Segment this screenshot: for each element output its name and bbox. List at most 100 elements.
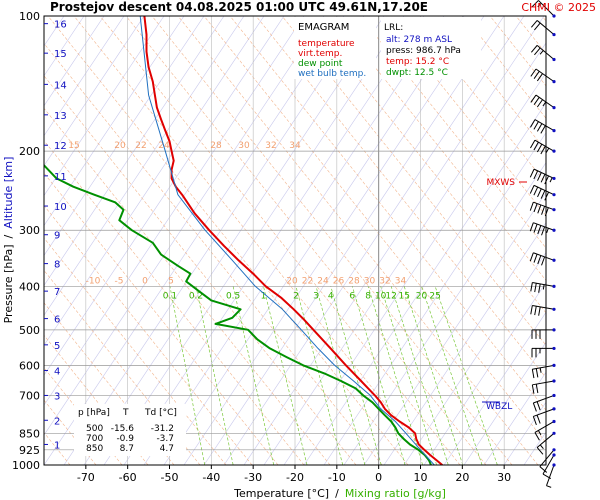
mixing-ratio-label: 20 [416, 291, 428, 301]
wind-barb-flag [532, 416, 537, 426]
theta-label: -5 [115, 276, 124, 286]
wind-barb-flag [541, 226, 546, 236]
table-cell: -0.9 [116, 434, 134, 444]
dry-adiabat-line [73, 16, 435, 465]
wind-barb-flag [534, 283, 537, 293]
wind-barb-base [552, 363, 556, 367]
wind-barb-flag [533, 121, 539, 130]
legend-item-temperature: temperature [298, 39, 355, 49]
wind-barb [530, 139, 556, 155]
skew-grid-line [263, 42, 546, 465]
dry-adiabat-line [359, 16, 546, 249]
y-axis-title: Pressure [hPa] / Altitude [km] [2, 157, 15, 324]
theta-label: 20 [286, 276, 298, 286]
skew-grid-line [44, 16, 245, 316]
wind-barb-staff [546, 464, 555, 486]
skew-grid-line [44, 16, 125, 137]
mixing-ratio-line [351, 286, 406, 465]
table-cell: 8.7 [120, 444, 134, 454]
wind-barb [530, 119, 556, 134]
levels-table: p [hPa] T Td [°C] 500 -15.6 -31.2 700 -0… [74, 404, 186, 456]
wind-barb [530, 94, 556, 110]
wind-barb-base [552, 57, 556, 62]
wind-barb-flag [538, 283, 541, 293]
wind-barb-staff [533, 222, 555, 231]
wind-barb-flag [529, 201, 534, 211]
wind-barb [529, 184, 556, 201]
wind-barb-staff [539, 449, 555, 467]
wind-barb-flag [530, 94, 537, 103]
wind-barb-base [552, 149, 556, 153]
wbzl-marker: WBZL [482, 401, 512, 412]
wind-barb-flag [530, 20, 538, 28]
altitude-tick-label: 13 [54, 111, 67, 122]
wind-barb-base [552, 193, 556, 197]
wind-barb [531, 346, 556, 358]
wind-barb-base [552, 228, 556, 232]
skew-grid-line [143, 16, 445, 465]
pressure-tick-label: 925 [19, 444, 40, 457]
wind-barb-flag [535, 368, 539, 378]
wind-barb-base [552, 431, 556, 435]
legend: EMAGRAM temperature virt.temp. dew point… [294, 17, 376, 79]
wind-barb-flag [539, 466, 548, 473]
mixing-ratio-label: 4 [328, 291, 334, 301]
mixing-ratio-line [403, 286, 464, 465]
wind-barb-staff [532, 380, 555, 386]
svg-text:Temperature [°C]/Mixing ratio: Temperature [°C] / Mixing ratio [g/kg] [233, 487, 446, 500]
dry-adiabat-line [0, 16, 18, 465]
wind-barb-flag [537, 2, 542, 8]
mixing-ratio-line [380, 286, 437, 465]
altitude-tick-label: 3 [54, 391, 60, 402]
wind-barb-flag [546, 228, 549, 234]
series-wet-bulb-temp-line [139, 16, 435, 465]
wind-barb-flag [544, 191, 550, 201]
wind-barb-staff [533, 252, 555, 261]
lrl-info: LRL: alt: 278 m ASL press: 986.7 hPa tem… [381, 17, 481, 79]
legend-box [294, 17, 376, 79]
skew-grid-line [163, 16, 465, 465]
pressure-tick-label: 300 [19, 224, 40, 237]
wind-barb-flag [536, 401, 541, 411]
wind-barb-flag [533, 97, 540, 105]
skew-grid-line [283, 72, 546, 465]
skew-grid-line [443, 311, 546, 465]
dry-adiabat-line [229, 16, 546, 411]
skew-grid-line [463, 341, 546, 465]
theta-label: 32 [379, 276, 390, 286]
theta-label: 34 [395, 276, 407, 286]
mixing-ratio-label: 10 [375, 291, 387, 301]
wind-barb-base [552, 14, 556, 18]
wind-barb [531, 363, 556, 379]
legend-item-virt-temp: virt.temp. [298, 49, 342, 59]
skew-grid-line [44, 16, 145, 167]
mixing-ratio-label: 6 [349, 291, 355, 301]
skew-grid-line [584, 16, 600, 465]
altitude-tick-label: 5 [54, 341, 60, 352]
table-cell: 4.7 [160, 444, 174, 454]
wind-barb-flag [537, 255, 542, 265]
altitude-tick-label: 1 [54, 440, 60, 451]
x-tick-label: -20 [286, 471, 304, 484]
chart-title: Prostejov descent 04.08.2025 01:00 UTC 4… [50, 0, 428, 14]
wind-barbs [529, 0, 556, 488]
wind-barb-staff [534, 421, 555, 433]
skew-grid-line [123, 16, 425, 465]
xlabel-separator: / [335, 487, 339, 500]
altitude-tick-label: 10 [54, 202, 67, 213]
wind-barb-flag [536, 123, 543, 132]
pressure-tick-label: 500 [19, 324, 40, 337]
altitude-tick-label: 6 [54, 315, 60, 326]
wind-barb-base [552, 284, 556, 288]
altitude-tick-label: 11 [54, 172, 67, 183]
dry-adiabat-line [44, 367, 123, 465]
mixing-ratio-line [434, 286, 498, 465]
dry-adiabat-line [541, 16, 546, 22]
wind-barb [531, 328, 556, 339]
wind-barb [531, 0, 556, 18]
wind-barb-flag [534, 432, 540, 441]
wind-barb-base [552, 448, 556, 452]
mixing-ratio-label: 15 [398, 291, 409, 301]
pressure-tick-label: 200 [19, 145, 40, 158]
wind-barb-flag [531, 384, 535, 394]
